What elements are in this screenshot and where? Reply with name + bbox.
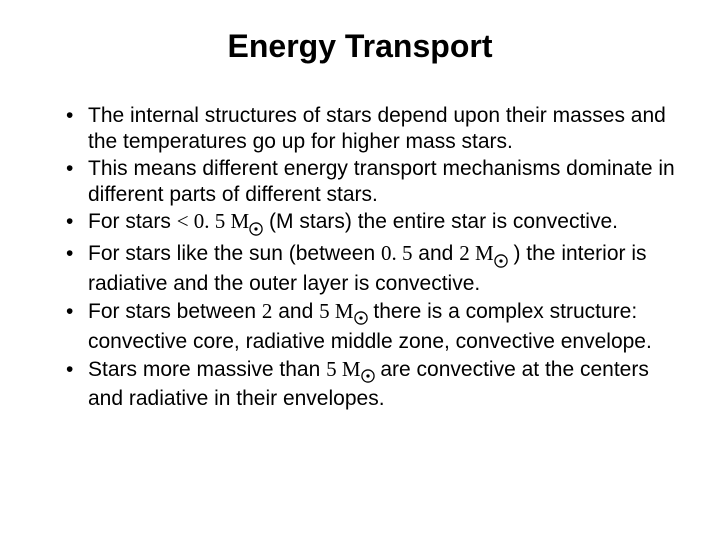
bullet-text: For stars xyxy=(88,210,177,233)
bullet-text: and xyxy=(412,242,459,265)
bullet-text: Stars more massive than xyxy=(88,358,326,381)
slide: Energy Transport The internal structures… xyxy=(0,0,720,540)
bullet-text: 2 xyxy=(262,299,273,323)
slide-title: Energy Transport xyxy=(40,28,680,65)
bullet-text: 5 M xyxy=(319,299,353,323)
bullet-item: For stars < 0. 5 M (M stars) the entire … xyxy=(66,209,680,239)
bullet-text: The internal structures of stars depend … xyxy=(88,104,666,153)
sun-symbol-icon xyxy=(354,309,368,331)
bullet-item: This means different energy transport me… xyxy=(66,156,680,207)
bullet-item: The internal structures of stars depend … xyxy=(66,103,680,154)
bullet-text: For stars between xyxy=(88,300,262,323)
bullet-item: For stars between 2 and 5 M there is a c… xyxy=(66,299,680,355)
bullet-text: This means different energy transport me… xyxy=(88,157,675,206)
bullet-text: 5 M xyxy=(326,357,360,381)
bullet-text: < 0. 5 M xyxy=(177,209,250,233)
sun-symbol-icon xyxy=(494,252,508,274)
bullet-text: 0. 5 xyxy=(381,241,413,265)
bullet-list: The internal structures of stars depend … xyxy=(40,103,680,412)
bullet-text: (M stars) the entire star is convective. xyxy=(263,210,618,233)
bullet-item: Stars more massive than 5 M are convecti… xyxy=(66,357,680,413)
bullet-text: 2 M xyxy=(459,241,493,265)
sun-symbol-icon xyxy=(361,367,375,389)
sun-symbol-icon xyxy=(249,220,263,242)
bullet-text: and xyxy=(272,300,319,323)
bullet-text: For stars like the sun (between xyxy=(88,242,381,265)
bullet-item: For stars like the sun (between 0. 5 and… xyxy=(66,241,680,297)
